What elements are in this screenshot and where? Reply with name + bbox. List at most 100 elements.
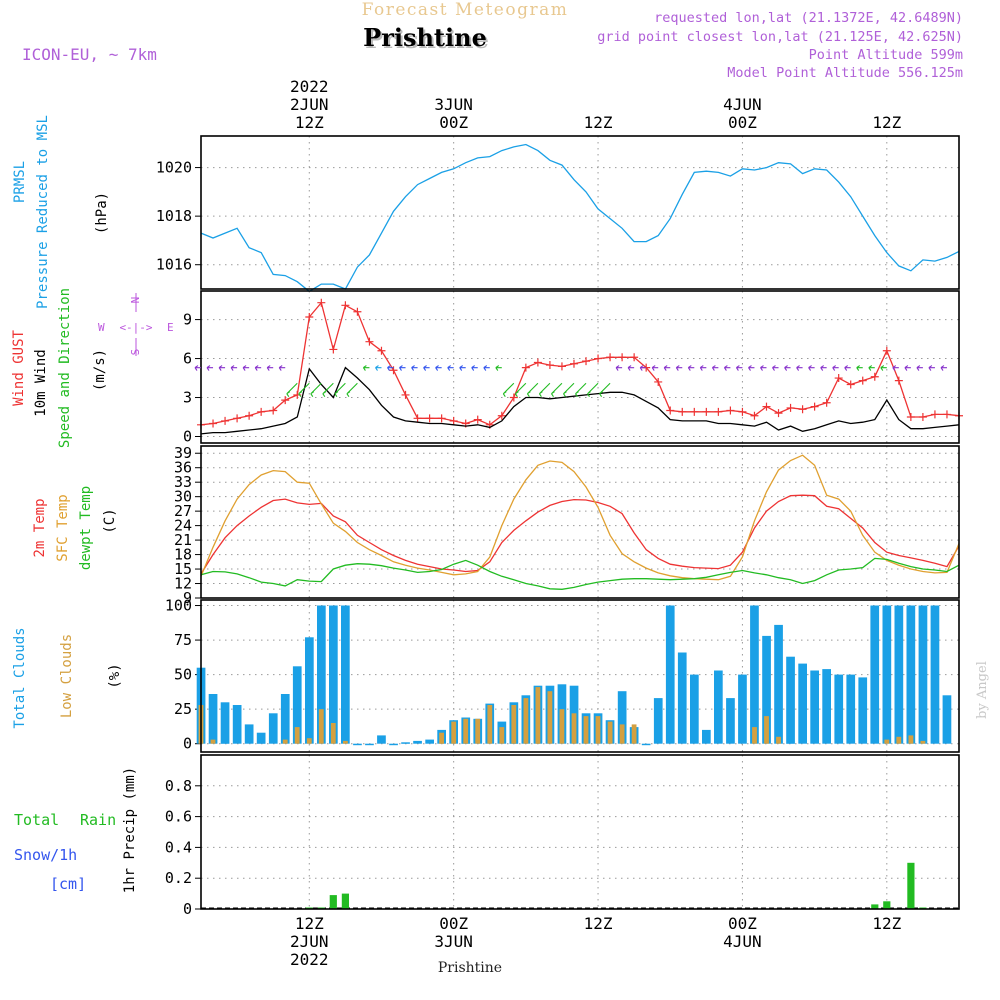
wind-label-3: Speed and Direction bbox=[57, 288, 73, 448]
top-tick-label-3-1: 00Z bbox=[728, 113, 757, 132]
total-cloud-bar-9 bbox=[268, 713, 278, 744]
compass-arrow: <-|-> bbox=[119, 321, 152, 334]
wind-direction-arrow-15 bbox=[334, 382, 346, 398]
low-cloud-bar-31 bbox=[535, 687, 541, 744]
total-cloud-bar-4 bbox=[208, 694, 218, 744]
low-cloud-bar-61 bbox=[896, 736, 902, 744]
wind-direction-arrow-8 bbox=[254, 365, 262, 371]
wind-direction-arrow-45 bbox=[699, 365, 707, 371]
gust-marker-26 bbox=[473, 415, 482, 424]
total-cloud-bar-5 bbox=[220, 702, 230, 744]
gust-marker-53 bbox=[798, 405, 807, 414]
total-cloud-bar-19 bbox=[389, 743, 398, 746]
ytick-label-2-3: 18 bbox=[174, 546, 192, 564]
wind-direction-arrow-18 bbox=[375, 365, 382, 371]
wind-direction-arrow-12 bbox=[298, 382, 310, 398]
wind-label-1: Wind GUST bbox=[11, 330, 27, 406]
ytick-label-0-0: 1016 bbox=[156, 256, 192, 274]
wind-direction-arrow-34 bbox=[563, 382, 575, 398]
gust-marker-23 bbox=[437, 414, 446, 423]
bottom-tick-label-1-0: 00Z bbox=[439, 914, 468, 933]
total-cloud-bar-44 bbox=[690, 674, 699, 744]
top-tick-label-0-2: 12Z bbox=[295, 113, 324, 132]
gust-marker-33 bbox=[557, 362, 566, 371]
wind-direction-arrow-49 bbox=[748, 365, 755, 371]
top-tick-label-3-0: 4JUN bbox=[723, 95, 762, 114]
gust-marker-51 bbox=[774, 409, 783, 418]
wind-direction-arrow-3 bbox=[194, 365, 201, 371]
total-cloud-bar-56 bbox=[834, 674, 844, 744]
total-cloud-bar-58 bbox=[858, 677, 868, 744]
panel-frame-3 bbox=[200, 599, 960, 753]
rain-bar-4 bbox=[871, 904, 879, 909]
ytick-label-0-1: 1018 bbox=[156, 207, 192, 225]
wind-direction-arrow-26 bbox=[471, 365, 478, 371]
low-cloud-bar-28 bbox=[499, 727, 505, 744]
low-cloud-bar-38 bbox=[619, 724, 625, 744]
ytick-label-2-1: 12 bbox=[174, 575, 192, 593]
wind-direction-arrow-29 bbox=[502, 382, 515, 398]
clouds-panel: Total Clouds Low Clouds (%) 0 25 50 75 100 bbox=[12, 597, 960, 753]
model-altitude: Model Point Altitude 556.125m bbox=[727, 65, 963, 81]
wind-direction-arrow-59 bbox=[868, 365, 875, 371]
wind-direction-arrow-27 bbox=[483, 365, 490, 371]
pressure-unit: (hPa) bbox=[94, 192, 110, 234]
gust-marker-22 bbox=[425, 414, 434, 423]
bottom-tick-label-3-1: 4JUN bbox=[723, 932, 762, 951]
total-cloud-bar-54 bbox=[810, 670, 819, 744]
compass-east: E bbox=[167, 321, 174, 334]
panel-frame-0 bbox=[200, 135, 960, 290]
location-shadow: Prishtine bbox=[365, 25, 489, 54]
temp-unit: (C) bbox=[102, 508, 118, 533]
gust-marker-13 bbox=[317, 298, 326, 307]
total-cloud-bar-7 bbox=[244, 724, 254, 744]
gust-marker-35 bbox=[582, 357, 591, 366]
low-cloud-bar-34 bbox=[571, 713, 577, 744]
total-cloud-bar-42 bbox=[665, 605, 675, 744]
gust-marker-59 bbox=[870, 372, 879, 381]
bottom-tick-label-0-0: 12Z bbox=[295, 914, 324, 933]
gust-marker-31 bbox=[533, 358, 542, 367]
total-cloud-bar-12 bbox=[305, 637, 314, 744]
ytick-label-1-0: 0 bbox=[183, 428, 192, 446]
total-cloud-bar-53 bbox=[798, 663, 807, 744]
low-cloud-bar-24 bbox=[451, 721, 457, 744]
wind-panel: Wind GUST 10m Wind Speed and Direction (… bbox=[11, 288, 963, 448]
gust-marker-47 bbox=[726, 406, 735, 415]
wind-direction-arrow-47 bbox=[723, 365, 731, 371]
ytick-label-2-10: 39 bbox=[174, 444, 192, 462]
total-cloud-bar-13 bbox=[317, 605, 326, 744]
wind-direction-arrow-19 bbox=[387, 365, 394, 371]
wind-direction-arrow-4 bbox=[206, 365, 214, 371]
low-cloud-bar-32 bbox=[547, 691, 553, 744]
clouds-label-1: Total Clouds bbox=[12, 627, 28, 728]
low-cloud-bar-14 bbox=[330, 723, 336, 744]
wind-direction-arrow-32 bbox=[538, 382, 551, 398]
low-cloud-bar-33 bbox=[559, 709, 565, 744]
total-cloud-bar-60 bbox=[882, 605, 892, 744]
total-cloud-bar-41 bbox=[653, 698, 663, 744]
total-cloud-bar-38 bbox=[617, 691, 627, 744]
wind-direction-arrow-31 bbox=[526, 382, 539, 398]
wind-direction-arrow-58 bbox=[856, 365, 863, 371]
series-line-10m-wind bbox=[200, 366, 960, 435]
total-cloud-bar-65 bbox=[942, 695, 952, 744]
wind-direction-arrow-55 bbox=[820, 365, 827, 371]
bottom-tick-label-0-1: 2JUN bbox=[290, 932, 329, 951]
gust-marker-24 bbox=[449, 416, 458, 425]
low-cloud-bar-10 bbox=[282, 739, 288, 744]
ytick-label-3-2: 50 bbox=[174, 666, 192, 684]
gust-marker-62 bbox=[906, 413, 915, 422]
low-cloud-bar-12 bbox=[306, 738, 312, 744]
gust-marker-21 bbox=[413, 414, 422, 423]
ytick-label-1-3: 9 bbox=[183, 311, 192, 329]
total-cloud-bar-18 bbox=[377, 735, 386, 744]
ytick-label-1-1: 3 bbox=[183, 389, 192, 407]
gust-marker-17 bbox=[365, 337, 374, 346]
top-tick-label-0-0: 2022 bbox=[290, 77, 329, 96]
low-cloud-bar-26 bbox=[475, 718, 481, 744]
total-cloud-bar-8 bbox=[256, 732, 266, 744]
total-cloud-bar-14 bbox=[329, 605, 338, 744]
wind-direction-arrow-38 bbox=[615, 365, 623, 371]
